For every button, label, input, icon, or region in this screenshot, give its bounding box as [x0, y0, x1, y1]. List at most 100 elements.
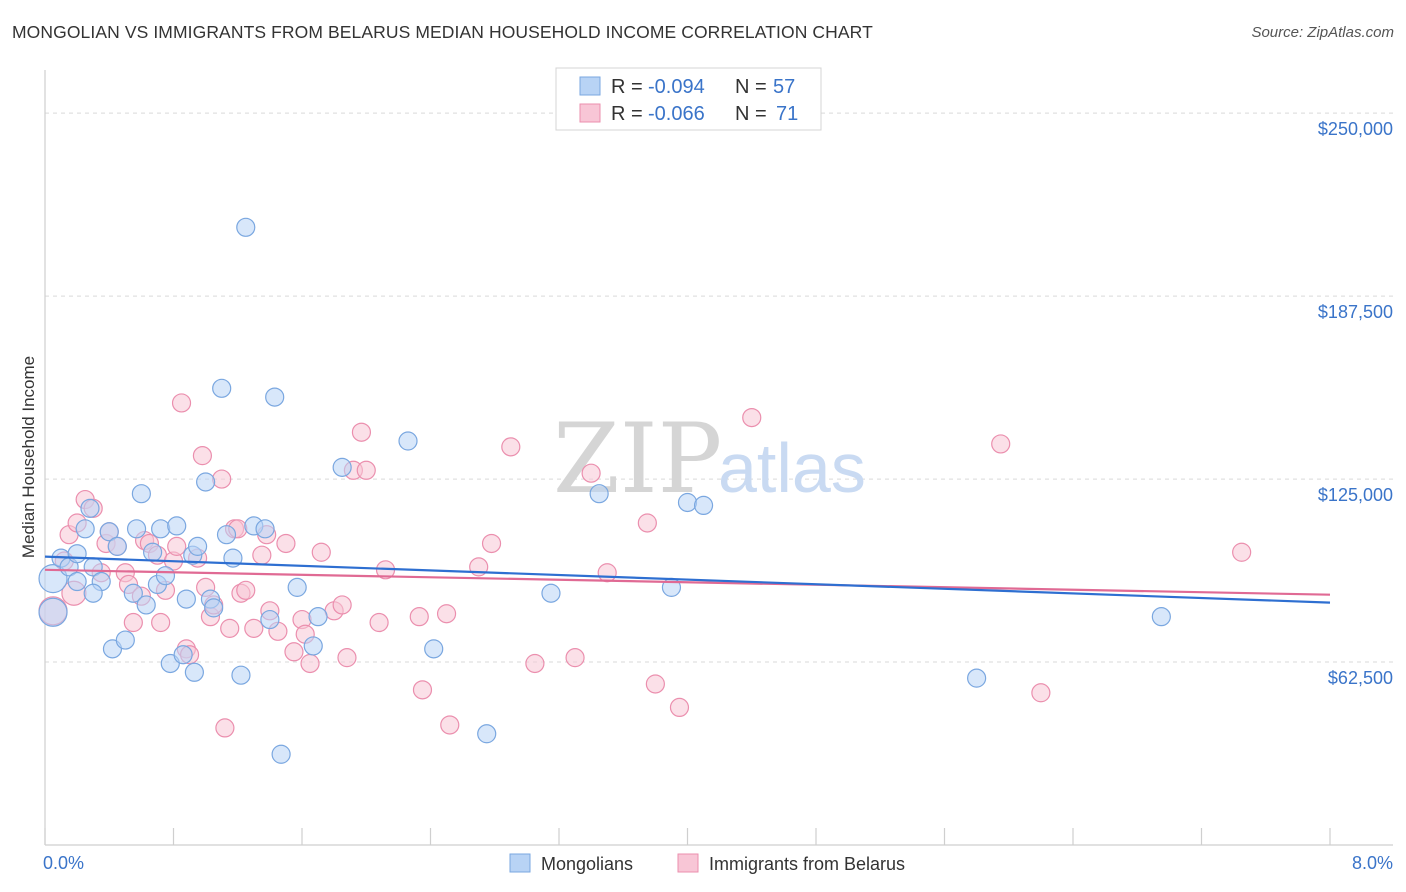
data-point-belarus [351, 422, 372, 442]
data-point-belarus [525, 653, 545, 674]
watermark-atlas: atlas [718, 429, 866, 507]
data-point-belarus [991, 434, 1011, 454]
data-point-belarus [215, 718, 235, 738]
data-point-belarus [236, 580, 256, 600]
data-point-mongolians [260, 609, 280, 630]
data-point-mongolians [107, 536, 127, 556]
data-point-belarus [1031, 683, 1051, 703]
data-point-belarus [356, 460, 376, 480]
data-point-belarus [581, 463, 601, 483]
data-point-mongolians [143, 542, 163, 562]
data-point-belarus [332, 595, 352, 615]
data-point-mongolians [173, 645, 193, 665]
bottom-legend: Mongolians Immigrants from Belarus [509, 853, 905, 874]
data-point-belarus [412, 680, 433, 700]
data-point-mongolians [204, 598, 224, 618]
legend-n-value-belarus: 71 [776, 103, 798, 125]
data-point-mongolians [176, 589, 196, 609]
data-point-belarus [645, 674, 665, 694]
data-point-mongolians [75, 519, 95, 539]
data-point-mongolians [1151, 607, 1171, 627]
bottom-legend-swatch-belarus [677, 853, 699, 873]
data-point-belarus [337, 648, 357, 668]
trend-line-belarus [44, 568, 1331, 596]
data-point-mongolians [424, 639, 444, 659]
series-mongolians-points [38, 217, 1171, 764]
legend-box: R = -0.094 N = 57 R = -0.066 N = 71 [555, 67, 822, 131]
data-point-mongolians [67, 544, 87, 564]
data-point-mongolians [38, 563, 68, 594]
data-point-mongolians [184, 662, 204, 682]
data-point-mongolians [541, 583, 561, 603]
data-point-mongolians [255, 519, 275, 539]
legend-n-label: N = [735, 76, 767, 98]
chart-title: MONGOLIAN VS IMMIGRANTS FROM BELARUS MED… [12, 22, 873, 42]
data-point-belarus [252, 545, 272, 565]
data-point-belarus [501, 437, 521, 457]
data-point-belarus [669, 697, 690, 718]
data-point-mongolians [99, 522, 119, 542]
watermark: ZIP atlas [553, 403, 866, 515]
bottom-legend-label-belarus: Immigrants from Belarus [709, 854, 905, 874]
x-axis-ticks [44, 828, 1331, 845]
y-axis-tick-labels: $62,500 $125,000 $187,500 $250,000 [1318, 119, 1393, 688]
data-point-mongolians [236, 217, 256, 237]
data-point-mongolians [231, 665, 251, 685]
data-point-belarus [212, 469, 232, 489]
data-point-mongolians [187, 536, 208, 556]
legend-swatch-belarus [579, 103, 601, 123]
bottom-legend-swatch-mongolians [509, 853, 531, 873]
axes [44, 70, 1393, 846]
legend-r-label: R = [611, 103, 643, 125]
x-tick-label-min: 0.0% [43, 853, 84, 873]
data-point-belarus [276, 533, 296, 554]
data-point-mongolians [332, 457, 352, 477]
data-point-mongolians [123, 583, 143, 603]
y-tick-label: $62,500 [1328, 668, 1393, 688]
data-point-belarus [409, 607, 429, 627]
data-point-mongolians [287, 577, 307, 597]
legend-r-value-mongolians: -0.094 [648, 76, 705, 98]
y-tick-label: $250,000 [1318, 119, 1393, 139]
legend-n-label: N = [735, 103, 767, 125]
trend-line-mongolians [44, 555, 1331, 604]
data-point-belarus [244, 618, 264, 638]
data-point-mongolians [126, 519, 147, 539]
data-point-belarus [742, 407, 762, 428]
bottom-legend-label-mongolians: Mongolians [541, 854, 633, 874]
data-point-belarus [311, 542, 331, 562]
data-point-belarus [1232, 542, 1252, 562]
data-point-belarus [300, 653, 320, 674]
data-point-belarus [123, 612, 143, 633]
data-point-mongolians [136, 595, 156, 615]
data-point-mongolians [693, 495, 714, 516]
y-tick-label: $125,000 [1318, 485, 1393, 505]
watermark-zip: ZIP [553, 403, 722, 515]
data-point-mongolians [677, 492, 698, 513]
data-point-belarus [171, 393, 192, 413]
trend-lines [44, 555, 1331, 604]
data-point-belarus [565, 648, 585, 668]
data-point-belarus [597, 563, 617, 583]
data-point-belarus [481, 533, 502, 554]
data-point-mongolians [589, 484, 609, 504]
data-point-mongolians [155, 566, 176, 586]
data-point-mongolians [271, 744, 291, 764]
data-point-mongolians [38, 597, 68, 627]
data-point-mongolians [167, 516, 187, 536]
data-point-mongolians [83, 583, 103, 603]
data-point-belarus [440, 715, 460, 735]
data-point-belarus [220, 618, 240, 638]
data-point-belarus [369, 612, 389, 633]
legend-n-value-mongolians: 57 [773, 76, 795, 98]
data-point-mongolians [67, 571, 87, 592]
x-tick-label-max: 8.0% [1352, 853, 1393, 873]
data-point-belarus [637, 513, 657, 533]
y-tick-label: $187,500 [1318, 302, 1393, 322]
data-point-mongolians [303, 636, 323, 656]
data-point-belarus [151, 612, 171, 633]
data-point-mongolians [80, 498, 100, 518]
data-point-belarus [192, 446, 213, 466]
data-point-mongolians [151, 519, 171, 539]
